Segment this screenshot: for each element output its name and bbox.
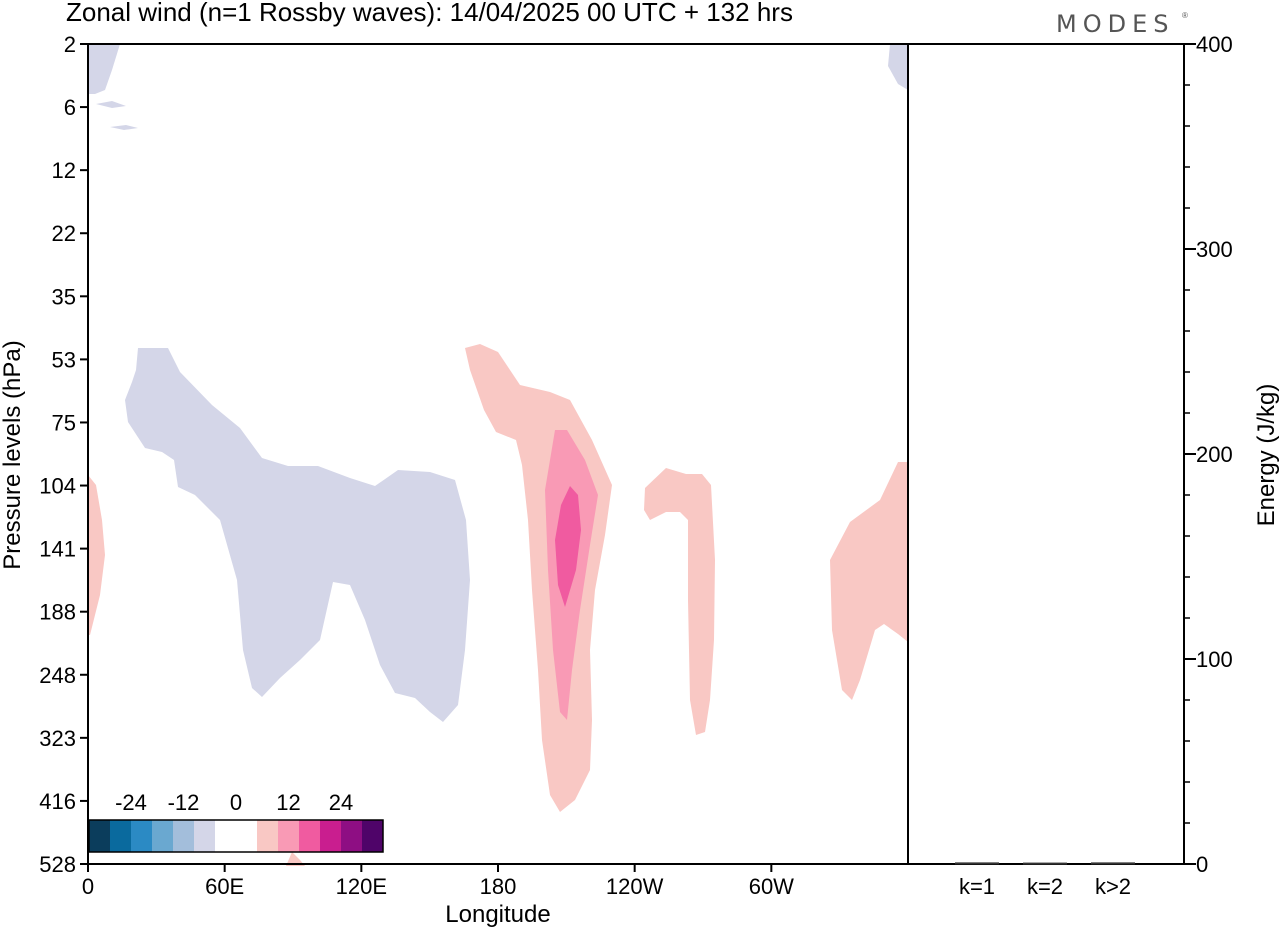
colorbar-swatch	[278, 820, 299, 852]
x-tick-label: 120W	[606, 874, 664, 899]
energy-bar	[1023, 862, 1067, 865]
chart-title: Zonal wind (n=1 Rossby waves): 14/04/202…	[66, 0, 793, 27]
region-negative-top-left	[88, 44, 120, 94]
category-label: k=1	[959, 874, 995, 899]
modes-logo: MODES ®	[1056, 10, 1188, 38]
y-tick-label: 323	[39, 726, 76, 751]
region-negative-streak-b	[110, 125, 138, 130]
region-positive-left-edge	[88, 475, 105, 635]
colorbar-swatch	[152, 820, 173, 852]
colorbar-tick-label: -12	[168, 790, 200, 815]
colorbar-tick-label: -24	[115, 790, 147, 815]
region-negative-streak-a	[96, 101, 126, 108]
colorbar-swatch	[89, 820, 110, 852]
energy-tick-label: 100	[1196, 647, 1233, 672]
energy-bar	[1091, 862, 1135, 865]
y-tick-label: 528	[39, 852, 76, 877]
y-axis-left: 2 6 12 22 35 53 75 104 141 188 248 323 416 528	[39, 32, 88, 877]
logo-text: MODES	[1056, 10, 1174, 38]
y-tick-label: 248	[39, 663, 76, 688]
y-tick-label: 12	[52, 158, 76, 183]
colorbar-swatch	[194, 820, 215, 852]
colorbar-tick-label: 12	[276, 790, 300, 815]
region-positive-east-column	[644, 468, 715, 735]
colorbar-tick-label: 24	[329, 790, 353, 815]
y-axis-label: Pressure levels (hPa)	[0, 340, 26, 569]
colorbar-swatch	[236, 820, 257, 852]
y-tick-label: 2	[64, 32, 76, 57]
region-negative-top-right	[888, 44, 908, 90]
region-positive-central-outer	[465, 344, 612, 812]
y-tick-label: 53	[52, 347, 76, 372]
colorbar-swatch	[299, 820, 320, 852]
logo-mark: ®	[1182, 11, 1188, 20]
colorbar: -24 -12 0 12 24	[88, 790, 384, 853]
y-tick-label: 22	[52, 221, 76, 246]
colorbar-tick-label: 0	[230, 790, 242, 815]
energy-axis-label: Energy (J/kg)	[1253, 384, 1280, 527]
x-tick-label: 60E	[205, 874, 244, 899]
energy-bar	[955, 862, 999, 865]
colorbar-swatch	[110, 820, 131, 852]
region-positive-bottom-blob	[286, 852, 305, 866]
region-positive-central-core	[555, 486, 581, 607]
energy-tick-label: 400	[1196, 32, 1233, 57]
x-tick-label: 0	[82, 874, 94, 899]
y-tick-label: 141	[39, 537, 76, 562]
colorbar-swatch	[257, 820, 278, 852]
region-negative-main	[125, 348, 470, 722]
colorbar-swatch	[131, 820, 152, 852]
colorbar-swatch	[320, 820, 341, 852]
x-tick-label: 60W	[749, 874, 794, 899]
x-tick-label: 120E	[336, 874, 387, 899]
x-axis: 0 60E 120E 180 120W 60W	[82, 864, 794, 899]
energy-tick-label: 300	[1196, 237, 1233, 262]
region-positive-right	[830, 462, 908, 700]
colorbar-swatch	[362, 820, 383, 852]
x-axis-label: Longitude	[445, 901, 550, 928]
x-tick-label: 180	[480, 874, 517, 899]
colorbar-border	[88, 819, 384, 853]
y-tick-label: 416	[39, 789, 76, 814]
energy-bars: k=1 k=2 k>2	[955, 862, 1135, 899]
category-label: k>2	[1095, 874, 1131, 899]
y-tick-label: 188	[39, 600, 76, 625]
zonal-wind-field	[88, 44, 908, 866]
energy-tick-label: 0	[1196, 852, 1208, 877]
y-tick-label: 6	[64, 95, 76, 120]
category-label: k=2	[1027, 874, 1063, 899]
y-tick-label: 75	[52, 410, 76, 435]
energy-tick-label: 200	[1196, 442, 1233, 467]
colorbar-swatch	[173, 820, 194, 852]
colorbar-swatch	[341, 820, 362, 852]
y-tick-label: 35	[52, 284, 76, 309]
y-axis-right: 0 100 200 300 400	[1184, 32, 1233, 877]
y-tick-label: 104	[39, 474, 76, 499]
colorbar-swatch	[215, 820, 236, 852]
